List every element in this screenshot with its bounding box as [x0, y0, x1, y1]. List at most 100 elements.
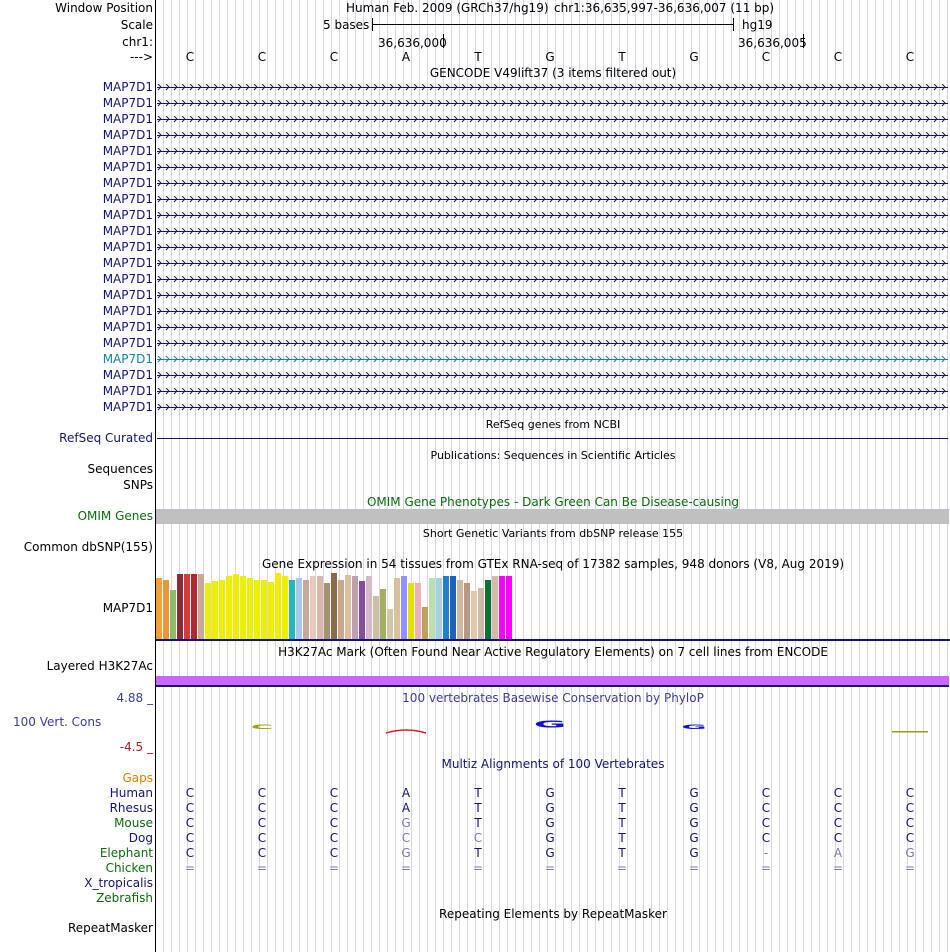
gencode-transcript[interactable]: [157, 292, 948, 299]
gtex-tissue-bar[interactable]: [205, 583, 211, 639]
gencode-transcript[interactable]: [157, 84, 948, 91]
gtex-tissue-bar[interactable]: [184, 574, 190, 639]
gencode-item-label[interactable]: MAP7D1: [102, 128, 153, 142]
phylop-label[interactable]: 100 Vert. Cons: [13, 715, 102, 729]
species-label[interactable]: Elephant: [99, 846, 153, 860]
gtex-tissue-bar[interactable]: [499, 576, 505, 639]
gencode-transcript[interactable]: [157, 388, 948, 395]
gencode-transcript[interactable]: [157, 260, 948, 267]
gencode-transcript[interactable]: [157, 324, 948, 331]
gencode-item-label[interactable]: MAP7D1: [102, 400, 153, 414]
gencode-item-label[interactable]: MAP7D1: [102, 304, 153, 318]
gtex-tissue-bar[interactable]: [478, 588, 484, 639]
gtex-tissue-bar[interactable]: [331, 573, 337, 639]
gencode-transcript[interactable]: [157, 180, 948, 187]
gencode-transcript[interactable]: [157, 164, 948, 171]
gencode-transcript[interactable]: [157, 116, 948, 123]
gencode-transcript[interactable]: [157, 276, 948, 283]
gencode-item-label[interactable]: MAP7D1: [102, 240, 153, 254]
gtex-tissue-bar[interactable]: [415, 583, 421, 639]
gtex-tissue-bar[interactable]: [408, 583, 414, 639]
species-label[interactable]: Human: [109, 786, 153, 800]
snps-label[interactable]: SNPs: [123, 478, 153, 492]
gtex-tissue-bar[interactable]: [506, 576, 512, 639]
omim-bar[interactable]: [156, 509, 949, 524]
gtex-tissue-bar[interactable]: [233, 574, 239, 639]
gencode-item-label[interactable]: MAP7D1: [102, 336, 153, 350]
gencode-item-label[interactable]: MAP7D1: [102, 112, 153, 126]
gtex-tissue-bar[interactable]: [289, 580, 295, 639]
gtex-tissue-bar[interactable]: [254, 580, 260, 639]
gtex-tissue-bar[interactable]: [373, 596, 379, 639]
gencode-transcript[interactable]: [157, 228, 948, 235]
gtex-tissue-bar[interactable]: [324, 583, 330, 639]
gencode-transcript[interactable]: [157, 132, 948, 139]
gencode-item-label[interactable]: MAP7D1: [102, 224, 153, 238]
gtex-tissue-bar[interactable]: [485, 580, 491, 639]
gencode-item-label[interactable]: MAP7D1: [102, 96, 153, 110]
species-label[interactable]: Mouse: [114, 816, 153, 830]
gencode-item-label[interactable]: MAP7D1: [102, 368, 153, 382]
species-label[interactable]: Rhesus: [109, 801, 153, 815]
gencode-item-label[interactable]: MAP7D1: [102, 176, 153, 190]
gencode-item-label[interactable]: MAP7D1: [102, 288, 153, 302]
dbsnp-label[interactable]: Common dbSNP(155): [23, 540, 153, 554]
gencode-item-label[interactable]: MAP7D1: [102, 192, 153, 206]
publications-label[interactable]: Sequences: [87, 462, 153, 476]
gtex-tissue-bar[interactable]: [387, 609, 393, 639]
gtex-tissue-bar[interactable]: [296, 578, 302, 639]
gtex-tissue-bar[interactable]: [366, 576, 372, 639]
gencode-transcript[interactable]: [157, 308, 948, 315]
gtex-tissue-bar[interactable]: [401, 576, 407, 639]
gencode-transcript[interactable]: [157, 100, 948, 107]
gtex-tissue-bar[interactable]: [471, 591, 477, 639]
gencode-transcript[interactable]: [157, 340, 948, 347]
gencode-transcript[interactable]: [157, 212, 948, 219]
gtex-tissue-bar[interactable]: [317, 576, 323, 639]
gtex-tissue-bar[interactable]: [261, 580, 267, 639]
gtex-tissue-bar[interactable]: [443, 576, 449, 639]
gencode-item-label[interactable]: MAP7D1: [102, 208, 153, 222]
gtex-tissue-bar[interactable]: [338, 580, 344, 639]
h3k27ac-bar[interactable]: [156, 676, 949, 685]
gtex-tissue-bar[interactable]: [394, 578, 400, 639]
gtex-tissue-bar[interactable]: [268, 582, 274, 639]
gtex-tissue-bar[interactable]: [436, 578, 442, 639]
gtex-tissue-bar[interactable]: [198, 574, 204, 639]
gencode-transcript[interactable]: [157, 356, 948, 363]
gencode-item-label[interactable]: MAP7D1: [102, 272, 153, 286]
gtex-tissue-bar[interactable]: [429, 578, 435, 639]
gencode-item-label[interactable]: MAP7D1: [102, 352, 153, 366]
gtex-tissue-bar[interactable]: [170, 590, 176, 639]
gtex-tissue-bar[interactable]: [422, 607, 428, 639]
repeatmasker-label[interactable]: RepeatMasker: [67, 921, 153, 935]
gencode-item-label[interactable]: MAP7D1: [102, 256, 153, 270]
gencode-transcript[interactable]: [157, 148, 948, 155]
species-label[interactable]: Zebrafish: [96, 891, 153, 905]
gtex-tissue-bar[interactable]: [275, 573, 281, 639]
gtex-label[interactable]: MAP7D1: [102, 601, 153, 615]
gtex-tissue-bar[interactable]: [303, 580, 309, 639]
h3k27ac-label[interactable]: Layered H3K27Ac: [46, 659, 153, 673]
gtex-tissue-bar[interactable]: [464, 583, 470, 639]
gtex-tissue-bar[interactable]: [492, 576, 498, 639]
gtex-tissue-bar[interactable]: [247, 578, 253, 639]
gencode-item-label[interactable]: MAP7D1: [102, 320, 153, 334]
species-label[interactable]: Chicken: [105, 861, 153, 875]
gtex-tissue-bar[interactable]: [352, 576, 358, 639]
gencode-transcript[interactable]: [157, 404, 948, 411]
gtex-tissue-bar[interactable]: [191, 574, 197, 639]
species-label[interactable]: Dog: [128, 831, 153, 845]
gtex-tissue-bar[interactable]: [226, 576, 232, 639]
gtex-tissue-bar[interactable]: [310, 576, 316, 639]
gtex-tissue-bar[interactable]: [163, 580, 169, 639]
gtex-tissue-bar[interactable]: [450, 576, 456, 639]
gtex-tissue-bar[interactable]: [212, 581, 218, 639]
omim-label[interactable]: OMIM Genes: [77, 509, 153, 523]
gtex-tissue-bar[interactable]: [177, 574, 183, 639]
gtex-tissue-bar[interactable]: [345, 575, 351, 639]
gtex-bar-chart[interactable]: [156, 573, 950, 639]
gencode-item-label[interactable]: MAP7D1: [102, 80, 153, 94]
gtex-tissue-bar[interactable]: [359, 581, 365, 639]
